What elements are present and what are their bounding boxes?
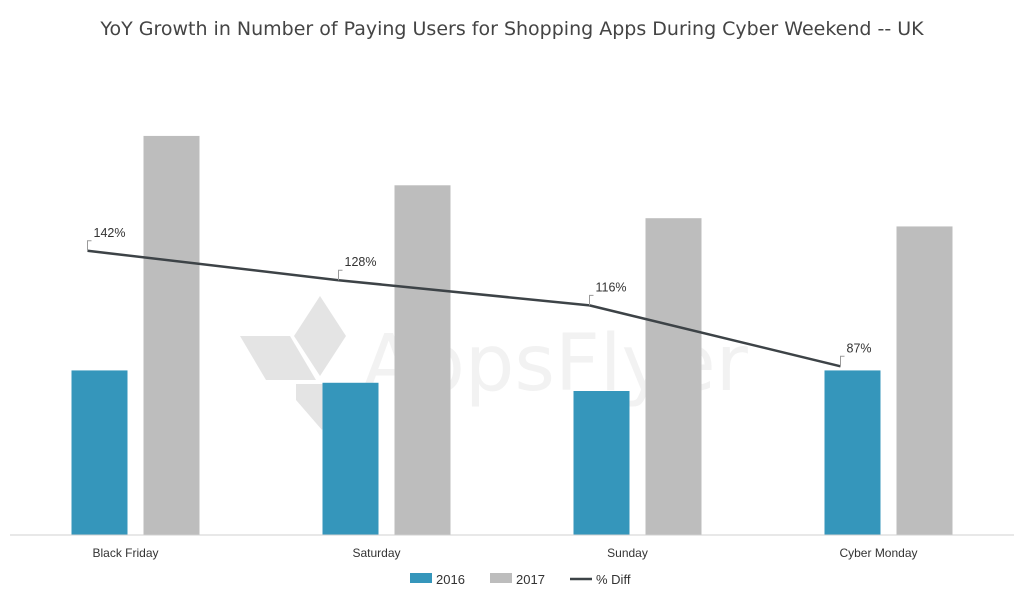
- x-tick-label: Black Friday: [92, 546, 158, 560]
- x-tick-label: Saturday: [352, 546, 400, 560]
- data-label-leader: [87, 240, 92, 251]
- legend-swatch-2016: [410, 573, 432, 583]
- bar-2017-cyber-monday: [896, 226, 953, 535]
- ticks-layer: Black Friday Saturday Sunday Cyber Monday: [92, 546, 917, 560]
- x-tick-label: Sunday: [607, 546, 648, 560]
- data-label-diff: 128%: [345, 255, 377, 269]
- labels-layer: 142% 128% 116% 87%: [87, 226, 872, 367]
- bar-2016-saturday: [322, 382, 379, 535]
- bar-2016-cyber-monday: [824, 370, 881, 535]
- line-series-diff: [87, 249, 841, 368]
- bar-2017-black-friday: [143, 135, 200, 535]
- bar-2017-saturday: [394, 185, 451, 536]
- data-label-leader: [338, 269, 343, 281]
- legend-label: 2016: [436, 572, 465, 587]
- line-layer: [87, 249, 841, 368]
- data-label-diff: 87%: [847, 341, 872, 355]
- data-label-leader: [589, 294, 594, 306]
- legend-swatch-2017: [490, 573, 512, 583]
- bar-2016-black-friday: [71, 370, 128, 535]
- legend-label: 2017: [516, 572, 545, 587]
- bar-2017-sunday: [645, 218, 702, 535]
- legend: 2016 2017 % Diff: [410, 572, 631, 587]
- bar-2016-sunday: [573, 391, 630, 535]
- bars-layer: [71, 135, 953, 536]
- data-label-diff: 116%: [596, 280, 627, 294]
- chart-title: YoY Growth in Number of Paying Users for…: [100, 18, 924, 40]
- legend-label: % Diff: [596, 572, 631, 587]
- data-label-diff: 142%: [94, 226, 126, 240]
- x-tick-label: Cyber Monday: [839, 546, 917, 560]
- data-label-leader: [840, 355, 845, 367]
